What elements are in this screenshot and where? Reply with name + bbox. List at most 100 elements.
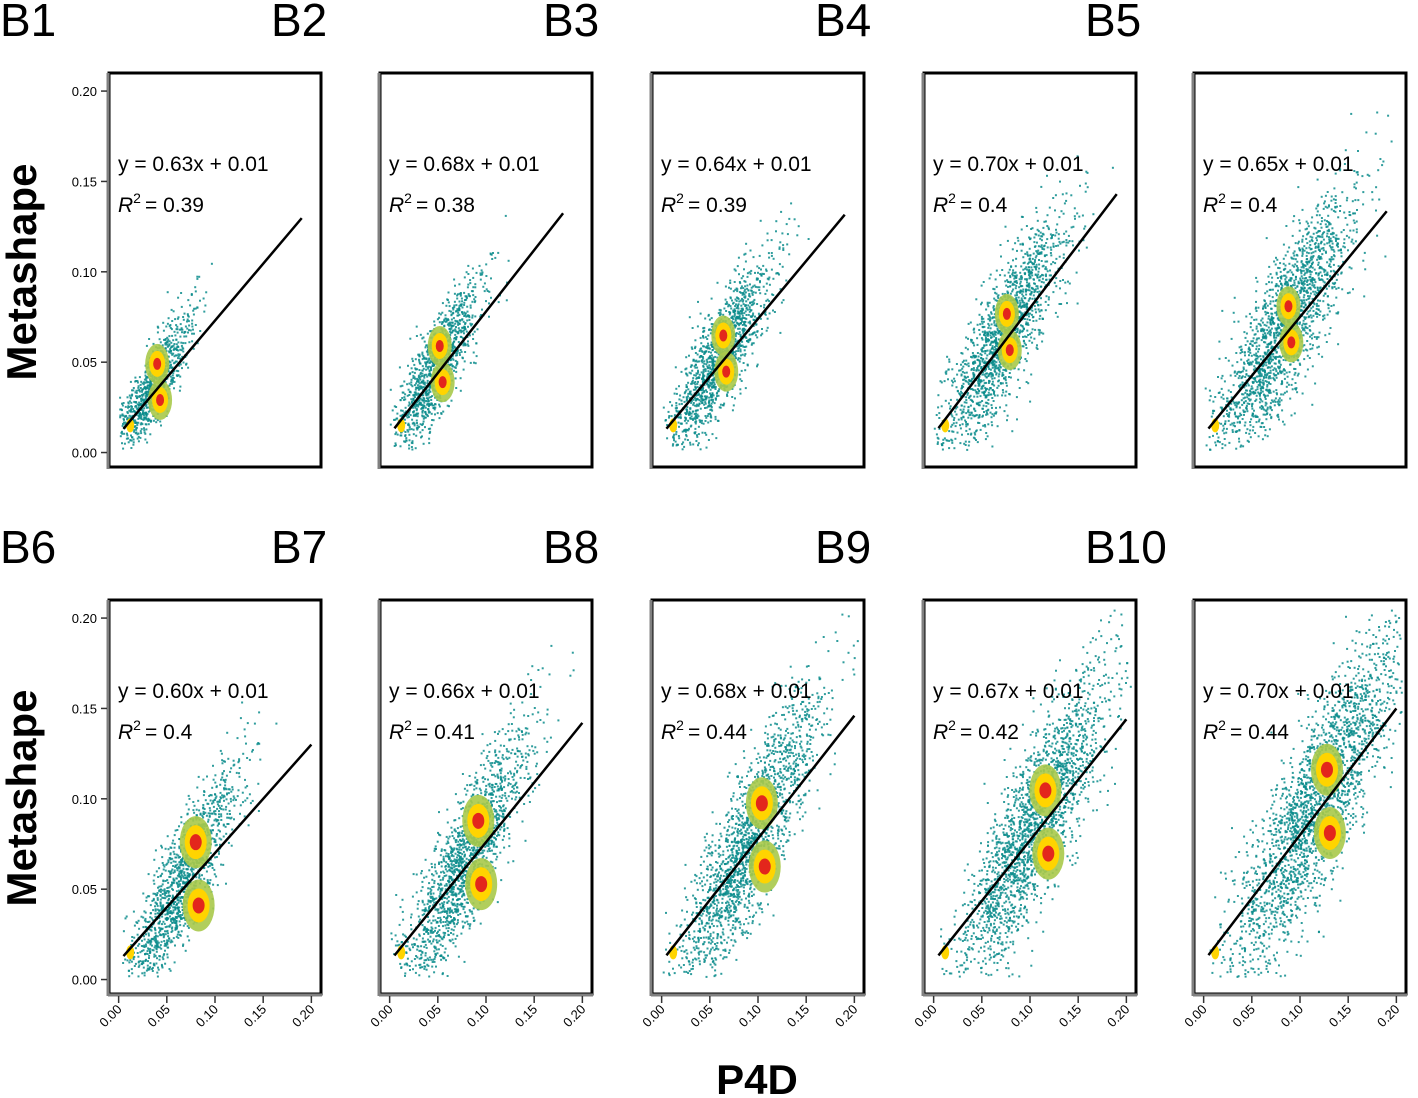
r-squared-superscript: 2 bbox=[676, 717, 684, 733]
plot-frame bbox=[107, 598, 323, 996]
r-squared-superscript: 2 bbox=[948, 717, 956, 733]
x-tick-label: 0.20 bbox=[289, 1002, 318, 1031]
r-squared-symbol: R bbox=[1203, 194, 1218, 217]
panel-label: B3 bbox=[543, 0, 599, 46]
panel-b4: B4 y = 0.70x + 0.01 R2 = 0.4 bbox=[815, 0, 1138, 469]
r-squared-superscript: 2 bbox=[133, 190, 141, 206]
r-squared: R2 = 0.44 bbox=[661, 717, 747, 744]
panel-b10: B10 y = 0.70x + 0.01 R2 = 0.44 0.00 0.05 0.10 0… bbox=[1085, 521, 1408, 1031]
r-squared-value: = 0.44 bbox=[688, 721, 747, 744]
panel-b6: B6 y = 0.60x + 0.01 R2 = 0.4 0.00 0.05 0.10 0.1… bbox=[0, 521, 323, 1031]
r-squared: R2 = 0.4 bbox=[118, 717, 193, 744]
r-squared-value: = 0.39 bbox=[688, 194, 747, 217]
r-squared-value: = 0.44 bbox=[1230, 721, 1289, 744]
regression-line bbox=[1207, 210, 1388, 430]
y-tick-label: 0.00 bbox=[72, 973, 97, 988]
r-squared-value: = 0.38 bbox=[416, 194, 475, 217]
r-squared-value: = 0.39 bbox=[145, 194, 204, 217]
regression-equation: y = 0.70x + 0.01 bbox=[933, 153, 1084, 176]
r-squared-superscript: 2 bbox=[133, 717, 141, 733]
y-axis-title-bottom: Metashape bbox=[0, 689, 45, 906]
regression-line bbox=[937, 718, 1128, 957]
r-squared-superscript: 2 bbox=[404, 190, 412, 206]
panel-b5: B5 y = 0.65x + 0.01 R2 = 0.4 bbox=[1085, 0, 1408, 469]
panel-b1: B1 y = 0.63x + 0.01 R2 = 0.39 0.00 0.05 0.10 0.… bbox=[0, 0, 323, 469]
regression-equation: y = 0.66x + 0.01 bbox=[389, 680, 540, 703]
r-squared-superscript: 2 bbox=[404, 717, 412, 733]
r-squared: R2 = 0.41 bbox=[389, 717, 475, 744]
panel-b9: B9 y = 0.67x + 0.01 R2 = 0.42 0.00 0.05 0.10 0.… bbox=[815, 521, 1138, 1031]
regression-equation: y = 0.67x + 0.01 bbox=[933, 680, 1084, 703]
x-tick-label: 0.15 bbox=[1326, 1002, 1355, 1031]
scatter-density bbox=[389, 214, 510, 451]
panel-label: B10 bbox=[1085, 521, 1167, 573]
x-tick-label: 0.10 bbox=[1278, 1002, 1307, 1031]
x-tick-label: 0.05 bbox=[144, 1002, 173, 1031]
r-squared-superscript: 2 bbox=[1218, 190, 1226, 206]
r-squared: R2 = 0.38 bbox=[389, 190, 475, 217]
regression-line bbox=[393, 722, 584, 957]
r-squared: R2 = 0.44 bbox=[1203, 717, 1289, 744]
r-squared-value: = 0.41 bbox=[416, 721, 475, 744]
x-tick-label: 0.05 bbox=[415, 1002, 444, 1031]
scatter-density bbox=[933, 155, 1114, 451]
r-squared: R2 = 0.4 bbox=[933, 190, 1008, 217]
r-squared: R2 = 0.42 bbox=[933, 717, 1019, 744]
x-tick-label: 0.00 bbox=[1181, 1002, 1210, 1031]
x-tick-label: 0.20 bbox=[1104, 1002, 1133, 1031]
regression-equation: y = 0.64x + 0.01 bbox=[661, 153, 812, 176]
scatter-density bbox=[122, 701, 278, 978]
y-tick-label: 0.10 bbox=[72, 265, 97, 280]
x-tick-label: 0.20 bbox=[560, 1002, 589, 1031]
panel-label: B5 bbox=[1085, 0, 1141, 46]
x-tick-label: 0.10 bbox=[736, 1002, 765, 1031]
regression-equation: y = 0.68x + 0.01 bbox=[661, 680, 812, 703]
panel-b3: B3 y = 0.64x + 0.01 R2 = 0.39 bbox=[543, 0, 866, 469]
x-axis-title: P4D bbox=[716, 1056, 798, 1098]
r-squared-symbol: R bbox=[389, 194, 404, 217]
y-tick-label: 0.00 bbox=[72, 446, 97, 461]
panel-label: B1 bbox=[0, 0, 56, 46]
x-tick-label: 0.15 bbox=[784, 1002, 813, 1031]
regression-equation: y = 0.70x + 0.01 bbox=[1203, 680, 1354, 703]
r-squared-superscript: 2 bbox=[948, 190, 956, 206]
r-squared-value: = 0.42 bbox=[960, 721, 1019, 744]
y-tick-label: 0.15 bbox=[72, 701, 97, 716]
regression-line bbox=[1207, 707, 1398, 956]
panel-label: B9 bbox=[815, 521, 871, 573]
r-squared-symbol: R bbox=[933, 194, 948, 217]
y-tick-label: 0.15 bbox=[72, 174, 97, 189]
y-tick-label: 0.20 bbox=[72, 84, 97, 99]
r-squared-symbol: R bbox=[118, 721, 133, 744]
panel-b2: B2 y = 0.68x + 0.01 R2 = 0.38 bbox=[271, 0, 594, 469]
r-squared-superscript: 2 bbox=[676, 190, 684, 206]
x-tick-label: 0.00 bbox=[96, 1002, 125, 1031]
panel-label: B8 bbox=[543, 521, 599, 573]
r-squared-symbol: R bbox=[118, 194, 133, 217]
r-squared-symbol: R bbox=[1203, 721, 1218, 744]
x-tick-label: 0.05 bbox=[1229, 1002, 1258, 1031]
panel-label: B2 bbox=[271, 0, 327, 46]
regression-equation: y = 0.63x + 0.01 bbox=[118, 153, 269, 176]
x-tick-label: 0.15 bbox=[1056, 1002, 1085, 1031]
x-tick-label: 0.10 bbox=[464, 1002, 493, 1031]
y-tick-label: 0.20 bbox=[72, 611, 97, 626]
x-tick-label: 0.00 bbox=[911, 1002, 940, 1031]
regression-line bbox=[665, 213, 846, 430]
regression-line bbox=[393, 212, 565, 430]
r-squared: R2 = 0.4 bbox=[1203, 190, 1278, 217]
r-squared-superscript: 2 bbox=[1218, 717, 1226, 733]
x-tick-label: 0.20 bbox=[1374, 1002, 1403, 1031]
r-squared-value: = 0.4 bbox=[145, 721, 193, 744]
r-squared-symbol: R bbox=[933, 721, 948, 744]
panel-label: B7 bbox=[271, 521, 327, 573]
regression-equation: y = 0.68x + 0.01 bbox=[389, 153, 540, 176]
r-squared-symbol: R bbox=[661, 721, 676, 744]
scatter-density bbox=[119, 262, 213, 450]
x-tick-label: 0.05 bbox=[687, 1002, 716, 1031]
y-tick-label: 0.05 bbox=[72, 355, 97, 370]
regression-equation: y = 0.60x + 0.01 bbox=[118, 680, 269, 703]
x-tick-label: 0.15 bbox=[241, 1002, 270, 1031]
